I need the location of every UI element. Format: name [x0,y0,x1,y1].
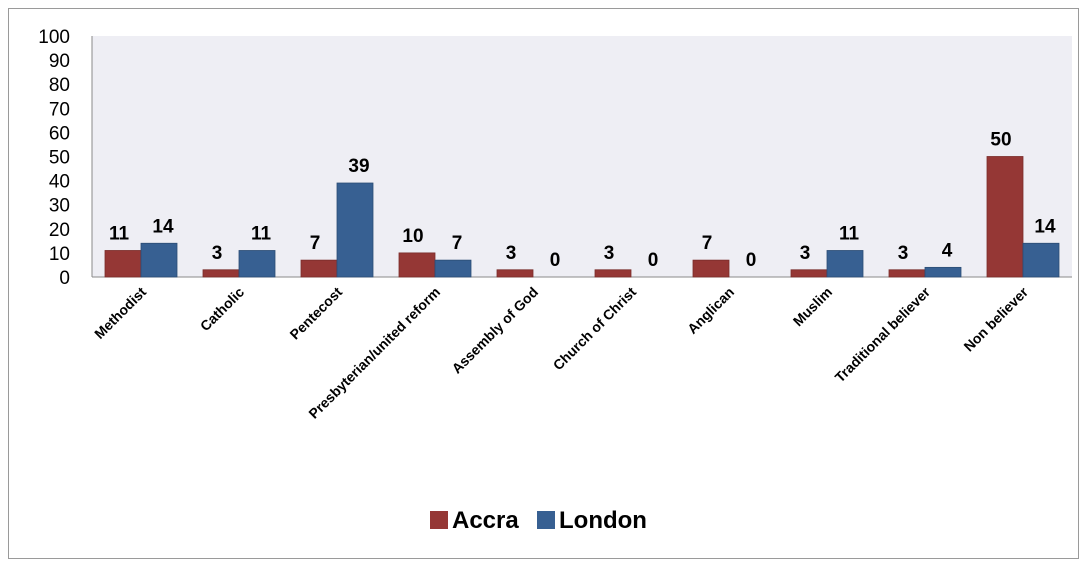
bar-accra [594,269,632,278]
data-label: 3 [212,243,223,264]
bar-accra [496,269,534,278]
chart-frame: 0 10 20 30 40 50 60 70 80 90 100 11 14 3 11 7 39 10 7 3 0 3 0… [8,8,1079,559]
data-label: 4 [942,240,953,261]
y-tick-label: 40 [49,172,70,193]
legend-label-accra: Accra [452,507,519,534]
data-label: 7 [702,233,713,254]
y-tick-labels: 0 10 20 30 40 50 60 70 80 90 100 [38,27,70,289]
bar-accra [692,259,730,278]
x-tick-label: Non believer [960,283,1031,354]
x-tick-label: Pentecost [286,284,345,343]
data-label: 0 [648,250,659,271]
bar-london [140,242,178,278]
data-label: 39 [348,156,369,177]
y-tick-label: 100 [38,27,70,48]
bar-accra [398,252,436,278]
y-tick-label: 90 [49,51,70,72]
data-label: 3 [898,243,909,264]
y-tick-label: 80 [49,75,70,96]
x-tick-label: Muslim [790,284,835,329]
legend: Accra London [430,507,647,534]
data-label: 14 [1034,216,1056,237]
data-label: 11 [839,223,860,244]
bar-london [336,182,374,278]
legend-swatch-accra [430,511,448,529]
data-label: 50 [990,130,1011,151]
y-tick-label: 20 [49,220,70,241]
bar-london [434,259,472,278]
data-label: 7 [452,233,463,254]
legend-swatch-london [537,511,555,529]
data-label: 11 [251,223,272,244]
bar-london [238,250,276,278]
x-tick-labels: Methodist Catholic PentecostPresbyterian/u… [91,283,1031,421]
data-label: 3 [800,243,811,264]
bar-london [826,250,864,278]
bar-accra [104,250,142,278]
x-tick-label: Church of Christ [550,284,640,374]
bar-accra [888,269,926,278]
bar-london [1022,242,1060,278]
x-tick-label: Traditional believer [832,283,934,385]
y-tick-label: 50 [49,148,70,169]
x-tick-label: Assembly of God [448,284,541,377]
bar-accra [202,269,240,278]
bar-accra [790,269,828,278]
y-tick-label: 10 [49,244,70,265]
data-label: 14 [152,216,174,237]
legend-label-london: London [559,507,647,534]
plot-area [92,36,1072,277]
x-tick-label: Methodist [91,284,149,342]
y-tick-label: 30 [49,196,70,217]
data-label: 3 [506,243,517,264]
y-tick-label: 60 [49,123,70,144]
bar-accra [300,259,338,278]
data-labels: 11 14 3 11 7 39 10 7 3 0 3 0 7 0 3 11 3 4 50 14 [109,130,1056,272]
bar-accra [986,156,1024,278]
data-label: 7 [310,233,321,254]
data-label: 0 [550,250,561,271]
data-label: 11 [109,223,130,244]
x-tick-label: Catholic [197,284,248,335]
data-label: 10 [402,226,423,247]
y-tick-label: 0 [59,268,70,289]
bars [104,156,1060,278]
data-label: 0 [746,250,757,271]
x-tick-label: Anglican [684,284,737,337]
y-tick-label: 70 [49,99,70,120]
bar-london [924,266,962,278]
data-label: 3 [604,243,615,264]
